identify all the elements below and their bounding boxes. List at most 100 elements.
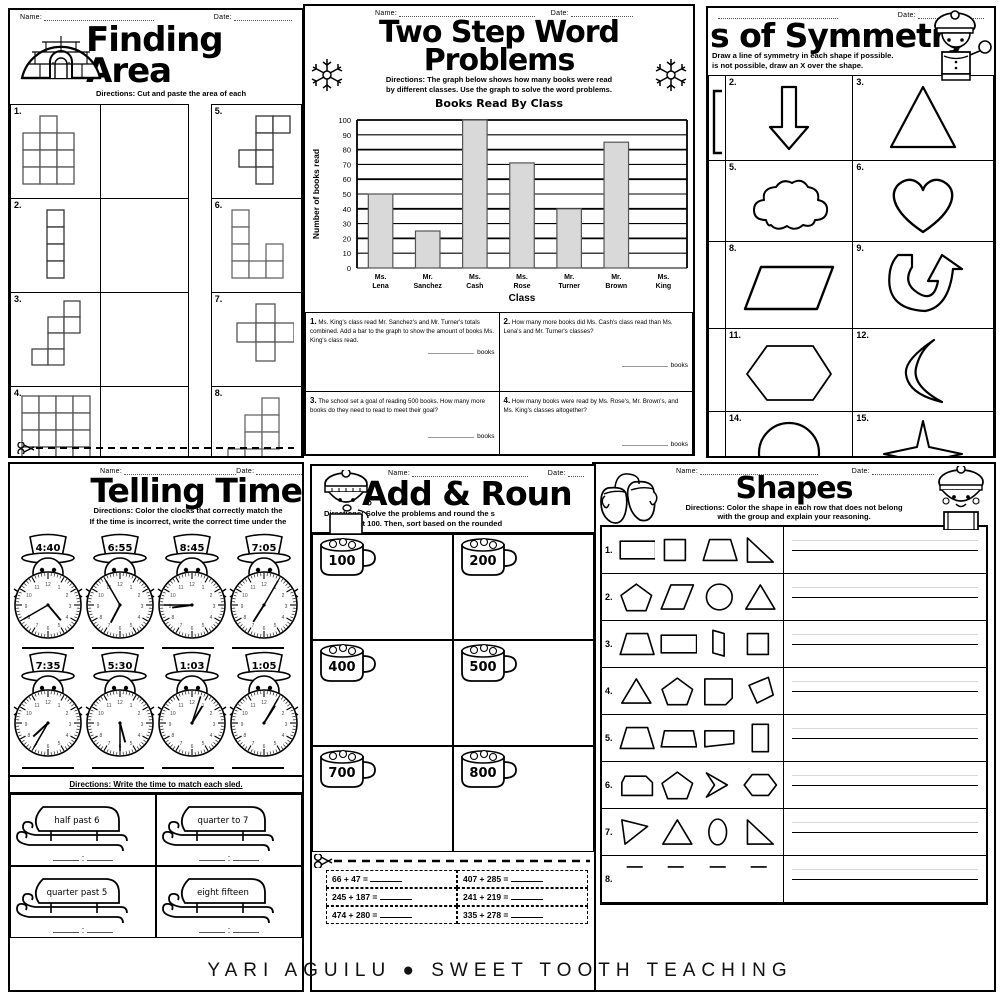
mug-sort-cell[interactable]: 400 [312, 640, 453, 747]
shape-narrow-quad[interactable] [700, 623, 739, 665]
sled-answer-line[interactable]: : [159, 853, 299, 863]
clock-item[interactable]: 7:05 1 2 3 4 5 6 7 8 9 10 11 12 [228, 533, 300, 651]
answer-line[interactable]: books [504, 359, 688, 370]
area-item-5: 5. [210, 103, 302, 199]
shape-pentagon[interactable] [658, 670, 697, 712]
problem-cell[interactable]: 335 + 278 = [457, 906, 588, 925]
shape-wedge[interactable] [700, 717, 739, 759]
problem-cell[interactable]: 474 + 280 = [326, 906, 457, 925]
reasoning-lines[interactable] [783, 715, 986, 762]
shape-partial[interactable] [741, 858, 780, 900]
sled-answer-line[interactable]: : [13, 853, 153, 863]
mug-sort-cell[interactable]: 500 [453, 640, 594, 747]
shape-parallelogram[interactable] [658, 576, 697, 618]
shape-rectangle[interactable] [617, 529, 656, 571]
answer-lines-row-2[interactable] [10, 766, 302, 769]
shape-partial[interactable] [617, 858, 656, 900]
shape-hexagon[interactable] [741, 764, 780, 806]
sled-answer-line[interactable]: : [13, 925, 153, 935]
answer-line[interactable]: books [310, 346, 495, 357]
mug-sort-cell[interactable]: 700 [312, 746, 453, 853]
sheet-finding-area: Name: Date: Finding Area Directions: Cut… [8, 8, 304, 458]
shape-pentagon-flat[interactable] [617, 764, 656, 806]
row-number: 6. [605, 780, 613, 791]
svg-text:12: 12 [117, 700, 123, 706]
shape-rectangle[interactable] [658, 623, 697, 665]
svg-text:4: 4 [282, 615, 285, 621]
clock-item[interactable]: 7:35 1 2 3 4 5 6 7 8 9 10 11 12 [12, 651, 84, 769]
area-answer-1[interactable] [100, 103, 189, 199]
clock-item[interactable]: 1:03 1 2 3 4 5 6 7 8 9 10 11 12 [156, 651, 228, 769]
area-answer-4[interactable] [100, 385, 189, 456]
symmetry-item-7 [708, 241, 726, 330]
clock-item[interactable]: 6:55 1 2 3 4 5 6 7 8 9 10 11 12 [84, 533, 156, 651]
svg-text:2: 2 [138, 711, 141, 717]
shape-triangle[interactable] [617, 670, 656, 712]
shape-pentagon[interactable] [658, 764, 697, 806]
shape-right-triangle[interactable] [741, 529, 780, 571]
reasoning-lines[interactable] [783, 809, 986, 856]
answer-lines-row-1[interactable] [10, 646, 302, 649]
shape-partial[interactable] [658, 858, 697, 900]
svg-text:7:35: 7:35 [36, 661, 61, 672]
problem-cell[interactable]: 407 + 285 = [457, 870, 588, 889]
shape-trapezoid[interactable] [617, 717, 656, 759]
directions: Directions: Cut and paste the area of ea… [96, 88, 247, 98]
svg-text:9: 9 [241, 722, 244, 728]
clock-item[interactable]: 1:05 1 2 3 4 5 6 7 8 9 10 11 12 [228, 651, 300, 769]
mug-sort-cell[interactable]: 200 [453, 534, 594, 641]
shape-triangle[interactable] [741, 576, 780, 618]
shape-quad[interactable] [700, 670, 739, 712]
snowflake-icon [311, 59, 343, 91]
shape-rectangle-tall[interactable] [741, 717, 780, 759]
symmetry-item-15: 15. [852, 411, 994, 456]
problem-cell[interactable]: 241 + 219 = [457, 888, 588, 907]
shape-partial[interactable] [700, 858, 739, 900]
shape-square[interactable] [741, 623, 780, 665]
shape-quad-tilt[interactable] [741, 670, 780, 712]
clock-item[interactable]: 4:40 1 2 3 4 5 6 7 8 9 10 11 12 [12, 533, 84, 651]
shape-circle[interactable] [700, 576, 739, 618]
area-answer-2[interactable] [100, 197, 189, 293]
shape-trapezoid-wide[interactable] [658, 717, 697, 759]
chart-title: Books Read By Class [435, 96, 563, 110]
symmetry-item-9: 9. [852, 241, 994, 330]
reasoning-lines[interactable] [783, 574, 986, 621]
shape-trapezoid[interactable] [700, 529, 739, 571]
reasoning-lines[interactable] [783, 856, 986, 903]
symmetry-item-2: 2. [724, 75, 854, 162]
reasoning-lines[interactable] [783, 762, 986, 809]
shape-pentagon[interactable] [617, 576, 656, 618]
shape-triangle-tilt[interactable] [617, 811, 656, 853]
reasoning-lines[interactable] [783, 527, 986, 574]
answer-line[interactable]: books [504, 438, 688, 449]
shape-trapezoid[interactable] [617, 623, 656, 665]
problem-cell[interactable]: 245 + 187 = [326, 888, 457, 907]
svg-text:quarter to 7: quarter to 7 [198, 816, 249, 826]
svg-text:200: 200 [469, 554, 496, 569]
svg-text:100: 100 [338, 116, 351, 125]
directions: Draw a line of symmetry in each shape if… [712, 51, 894, 71]
svg-text:800: 800 [469, 766, 496, 781]
svg-text:12: 12 [189, 700, 195, 706]
books-read-chart: Books Read By Class 0 10 20 30 40 50 60 70 80 90 1… [305, 97, 693, 310]
svg-text:8: 8 [172, 733, 175, 739]
reasoning-lines[interactable] [783, 621, 986, 668]
shape-square[interactable] [658, 529, 697, 571]
shape-chevron[interactable] [700, 764, 739, 806]
sled-answer-line[interactable]: : [159, 925, 299, 935]
area-answer-3[interactable] [100, 291, 189, 387]
shape-triangle[interactable] [658, 811, 697, 853]
svg-text:70: 70 [343, 160, 351, 169]
shape-ellipse[interactable] [700, 811, 739, 853]
answer-line[interactable]: books [310, 430, 495, 441]
mug-sort-cell[interactable]: 800 [453, 746, 594, 853]
svg-text:1:05: 1:05 [252, 661, 277, 672]
mug-sort-cell[interactable]: 100 [312, 534, 453, 641]
reasoning-lines[interactable] [783, 668, 986, 715]
shape-right-triangle[interactable] [741, 811, 780, 853]
clock-item[interactable]: 8:45 1 2 3 4 5 6 7 8 9 10 11 12 [156, 533, 228, 651]
problem-cell[interactable]: 66 + 47 = [326, 870, 457, 889]
